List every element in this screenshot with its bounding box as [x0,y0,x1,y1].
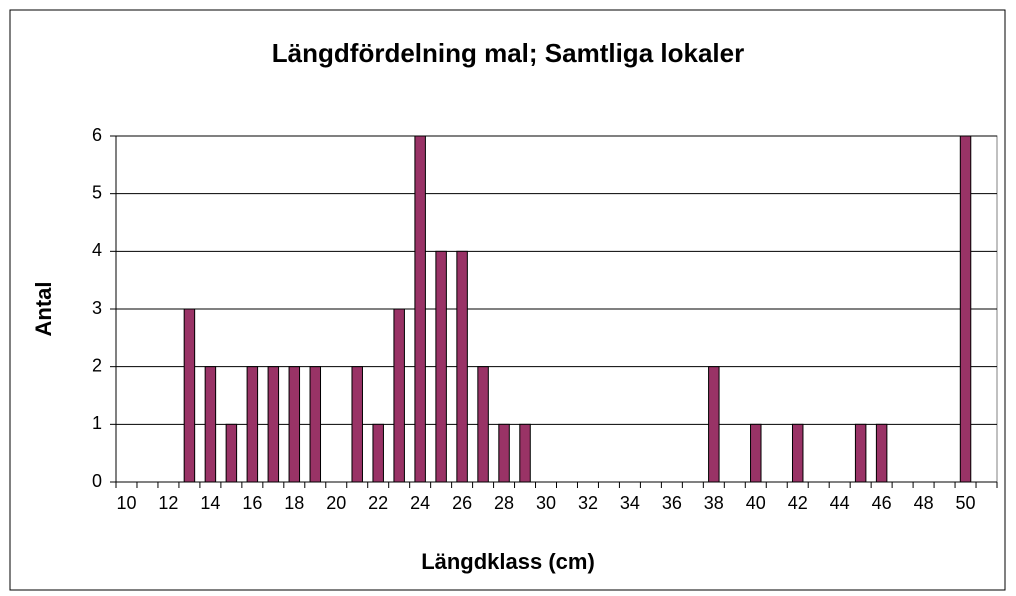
bar [498,423,510,483]
x-tick-label: 28 [494,493,514,513]
y-tick-label: 3 [92,298,102,318]
y-tick-label: 6 [92,125,102,145]
x-tick-label: 36 [662,493,682,513]
bar [708,366,720,483]
y-tick-label: 0 [92,471,102,491]
bar [519,423,531,483]
y-tick-label: 5 [92,182,102,202]
x-tick-label: 40 [746,493,766,513]
y-tick-label: 1 [92,413,102,433]
bar [288,366,301,483]
chart-title: Längdfördelning mal; Samtliga lokaler [272,38,744,68]
x-tick-label: 34 [620,493,640,513]
x-tick-label: 24 [410,493,430,513]
bar [183,308,196,483]
x-tick-label: 14 [200,493,220,513]
x-tick-label: 50 [956,493,976,513]
bar [225,423,238,483]
x-tick-label: 42 [788,493,808,513]
x-tick-label: 12 [158,493,178,513]
bar [791,423,804,483]
bar [414,135,426,483]
bar [477,366,489,483]
y-tick-label: 2 [92,355,102,375]
bar [875,423,888,483]
y-axis-title: Antal [31,282,56,337]
bar [393,308,405,483]
bar [351,366,363,483]
bar [456,250,468,483]
x-axis-title: Längdklass (cm) [421,549,595,574]
x-tick-label: 16 [242,493,262,513]
x-tick-label: 20 [326,493,346,513]
bar [246,366,259,483]
x-tick-label: 44 [830,493,850,513]
x-tick-label: 48 [914,493,934,513]
x-tick-label: 32 [578,493,598,513]
x-tick-label: 38 [704,493,724,513]
bar [435,250,447,483]
bar [309,366,322,483]
y-tick-label: 4 [92,240,102,260]
bar [959,135,972,483]
x-tick-label: 10 [116,493,136,513]
x-tick-label: 30 [536,493,556,513]
bar [750,423,762,483]
x-tick-label: 46 [872,493,892,513]
x-tick-label: 26 [452,493,472,513]
bar [204,366,217,483]
x-tick-label: 18 [284,493,304,513]
x-tick-label: 22 [368,493,388,513]
bar [267,366,280,483]
bar [854,423,867,483]
bar [372,423,384,483]
